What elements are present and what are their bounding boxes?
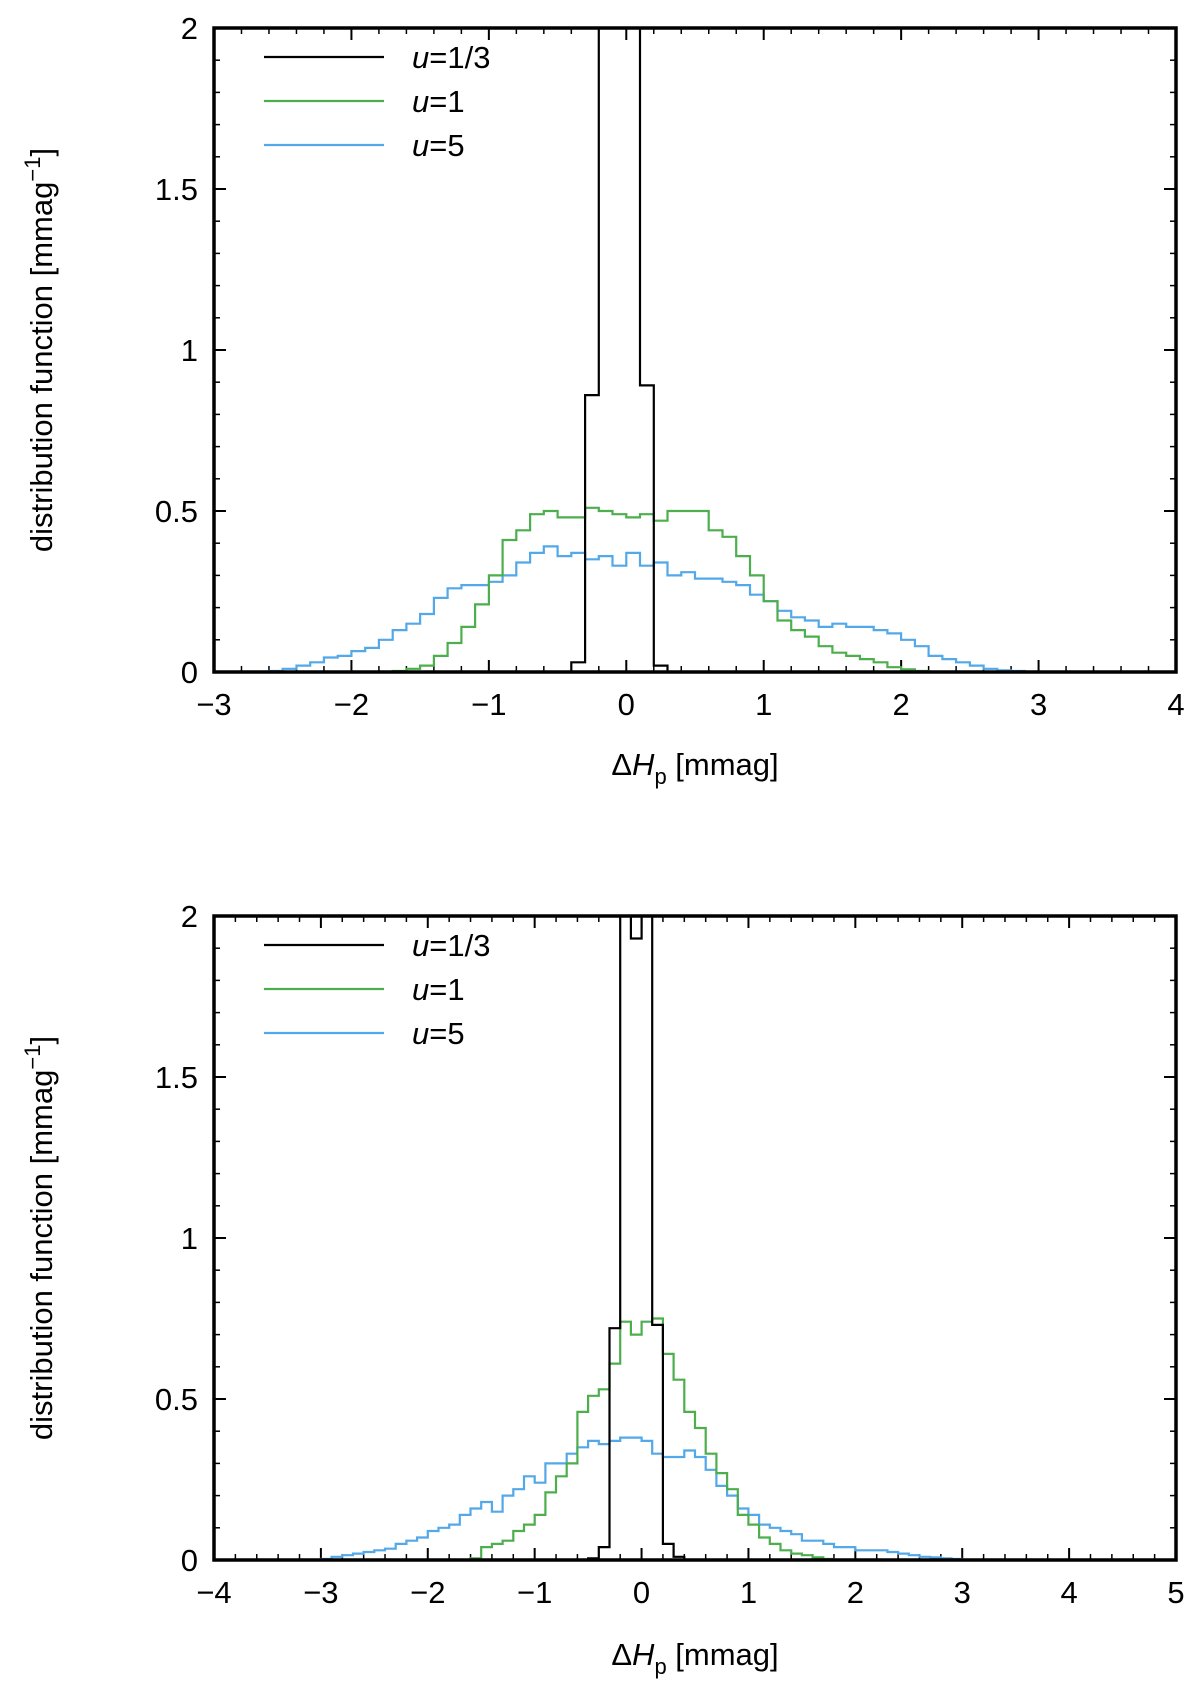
x-tick-label: −3 [196,687,231,722]
x-tick-label: −1 [517,1575,552,1610]
y-axis-label: distribution function [mmag−1] [20,148,59,552]
x-tick-label: 5 [1167,1575,1184,1610]
y-tick-label: 1 [181,333,198,368]
y-tick-label: 0 [181,655,198,690]
x-tick-label: 0 [633,1575,650,1610]
y-tick-label: 2 [181,11,198,46]
x-tick-label: −3 [303,1575,338,1610]
y-tick-label: 1.5 [155,172,198,207]
x-tick-label: −2 [410,1575,445,1610]
x-tick-label: 4 [1060,1575,1077,1610]
x-ticks: −3 −2 −1 0 1 2 3 4 [196,28,1185,722]
y-ticks: 0 0.5 1 1.5 2 [155,11,1176,690]
x-tick-label: 3 [954,1575,971,1610]
x-tick-label: 1 [740,1575,757,1610]
y-tick-label: 0.5 [155,494,198,529]
series-line-2 [469,1317,836,1560]
legend-label: u=1/3 [412,928,490,963]
legend-label: u=5 [412,1016,465,1051]
x-axis-label: ΔHp [mmag] [611,1637,778,1679]
x-tick-label: 2 [847,1575,864,1610]
legend-label: u=1 [412,972,465,1007]
y-axis-label: distribution function [mmag−1] [20,1036,59,1440]
x-tick-label: 4 [1167,687,1184,722]
series-line-1 [587,916,686,1560]
x-tick-label: 1 [755,687,772,722]
series-group [267,28,1040,672]
x-axis-label: ΔHp [mmag] [611,747,778,789]
y-tick-label: 0 [181,1543,198,1578]
chart-panel-bottom: −4 −3 −2 −1 0 1 2 3 4 5 0 0.5 1 1.5 2 u=1/3 u=1 u=5 ΔHp [m… [20,899,1185,1679]
legend: u=1/3 u=1 u=5 [264,928,490,1051]
x-tick-label: −4 [196,1575,231,1610]
y-tick-label: 1.5 [155,1060,198,1095]
y-tick-label: 2 [181,899,198,934]
legend: u=1/3 u=1 u=5 [264,40,490,163]
y-tick-label: 1 [181,1221,198,1256]
y-tick-label: 0.5 [155,1382,198,1417]
x-tick-label: 0 [618,687,635,722]
legend-label: u=1/3 [412,40,490,75]
plot-frame [212,914,1178,1562]
y-ticks: 0 0.5 1 1.5 2 [155,899,1176,1578]
x-tick-label: −2 [334,687,369,722]
x-tick-label: 3 [1030,687,1047,722]
series-group [319,916,974,1560]
series-line-1 [570,28,669,672]
plot-frame [212,26,1178,674]
legend-label: u=1 [412,84,465,119]
series-line-2 [391,506,930,672]
x-ticks: −4 −3 −2 −1 0 1 2 3 4 5 [196,916,1185,1610]
x-tick-label: −1 [471,687,506,722]
chart-panel-top: −3 −2 −1 0 1 2 3 4 0 0.5 1 1.5 2 u=1/3 u=1 u=5 ΔHp [mmag… [20,11,1185,789]
x-tick-label: 2 [893,687,910,722]
legend-label: u=5 [412,128,465,163]
series-line-3 [319,1436,974,1560]
